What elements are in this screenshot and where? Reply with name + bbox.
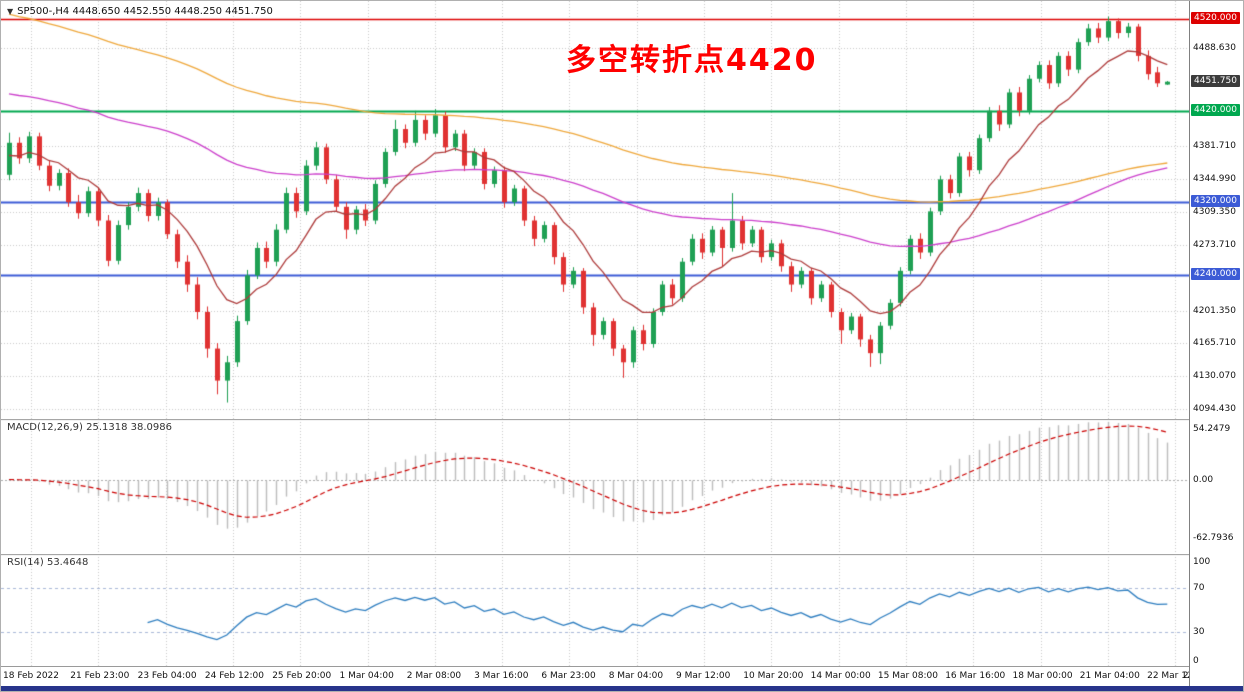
time-axis-label: 3 Mar 16:00: [474, 671, 529, 681]
time-axis-label: 18 Mar 00:00: [1012, 671, 1073, 681]
time-axis-label: 9 Mar 12:00: [676, 671, 731, 681]
hline-price-label: 4420.000: [1191, 104, 1240, 116]
price-axis-label: 4273.710: [1193, 240, 1236, 250]
price-axis-label: 4094.430: [1193, 404, 1236, 414]
macd-axis-label: 0.00: [1193, 475, 1214, 485]
price-axis-label: 4344.990: [1193, 174, 1236, 184]
rsi-axis-label: 70: [1193, 583, 1205, 593]
macd-label: MACD(12,26,9) 25.1318 38.0986: [7, 422, 173, 433]
current-price-label: 4451.750: [1191, 75, 1240, 87]
time-axis-label: 16 Mar 16:00: [945, 671, 1006, 681]
time-axis-label: 1 Mar 04:00: [339, 671, 394, 681]
time-axis-label: 18 Feb 2022: [3, 671, 60, 681]
macd-axis-label: 54.2479: [1193, 424, 1231, 434]
price-axis-label: 4381.710: [1193, 141, 1236, 151]
price-axis-label: 4309.350: [1193, 207, 1236, 217]
window-bottom-bar: [1, 686, 1243, 691]
time-axis-label: 10 Mar 20:00: [743, 671, 804, 681]
hline-price-label: 4240.000: [1191, 268, 1240, 280]
time-axis-label: 24 Feb 12:00: [204, 671, 264, 681]
chart-title-text: SP500-,H4 4448.650 4452.550 4448.250 445…: [17, 6, 273, 17]
rsi-label: RSI(14) 53.4648: [7, 557, 89, 568]
time-axis[interactable]: 18 Feb 2022 21 Feb 23:00 23 Feb 04:00 24 Fe…: [1, 666, 1243, 686]
time-axis-label: 21 Feb 23:00: [70, 671, 130, 681]
time-axis-label: 23 Feb 04:00: [137, 671, 197, 681]
hline-price-label: 4320.000: [1191, 195, 1240, 207]
annotation-text: 多空转折点4420: [566, 43, 818, 78]
price-axis-label: 4165.710: [1193, 338, 1236, 348]
time-axis-label: 21 Mar 04:00: [1079, 671, 1140, 681]
time-axis-label: 22 Mar 12:00: [1147, 671, 1208, 681]
hline-price-label: 4520.000: [1191, 12, 1240, 24]
time-axis-label: 6 Mar 23:00: [541, 671, 596, 681]
price-axis-label: 4201.350: [1193, 306, 1236, 316]
chart-title: ▼ SP500-,H4 4448.650 4452.550 4448.250 4…: [7, 6, 273, 17]
chart-collapse-icon: ▼: [7, 7, 14, 16]
time-axis-label: 2 Mar 08:00: [406, 671, 462, 681]
rsi-axis-label: 0: [1193, 656, 1199, 666]
macd-axis-label: -62.7936: [1193, 533, 1234, 543]
rsi-axis-label: 30: [1193, 627, 1205, 637]
time-axis-label: 25 Feb 20:00: [272, 671, 332, 681]
price-axis[interactable]: 4488.630 4381.710 4344.990 4309.350 4273.710…: [1189, 1, 1243, 686]
price-axis-label: 4488.630: [1193, 43, 1236, 53]
time-axis-label: 14 Mar 00:00: [810, 671, 871, 681]
macd-panel-canvas[interactable]: [1, 419, 1189, 554]
rsi-axis-label: 100: [1193, 557, 1211, 567]
time-axis-label: 8 Mar 04:00: [608, 671, 664, 681]
price-axis-label: 4130.070: [1193, 371, 1236, 381]
time-axis-label: 15 Mar 08:00: [877, 671, 938, 681]
rsi-panel-canvas[interactable]: [1, 554, 1189, 666]
price-chart-canvas[interactable]: [1, 1, 1189, 419]
